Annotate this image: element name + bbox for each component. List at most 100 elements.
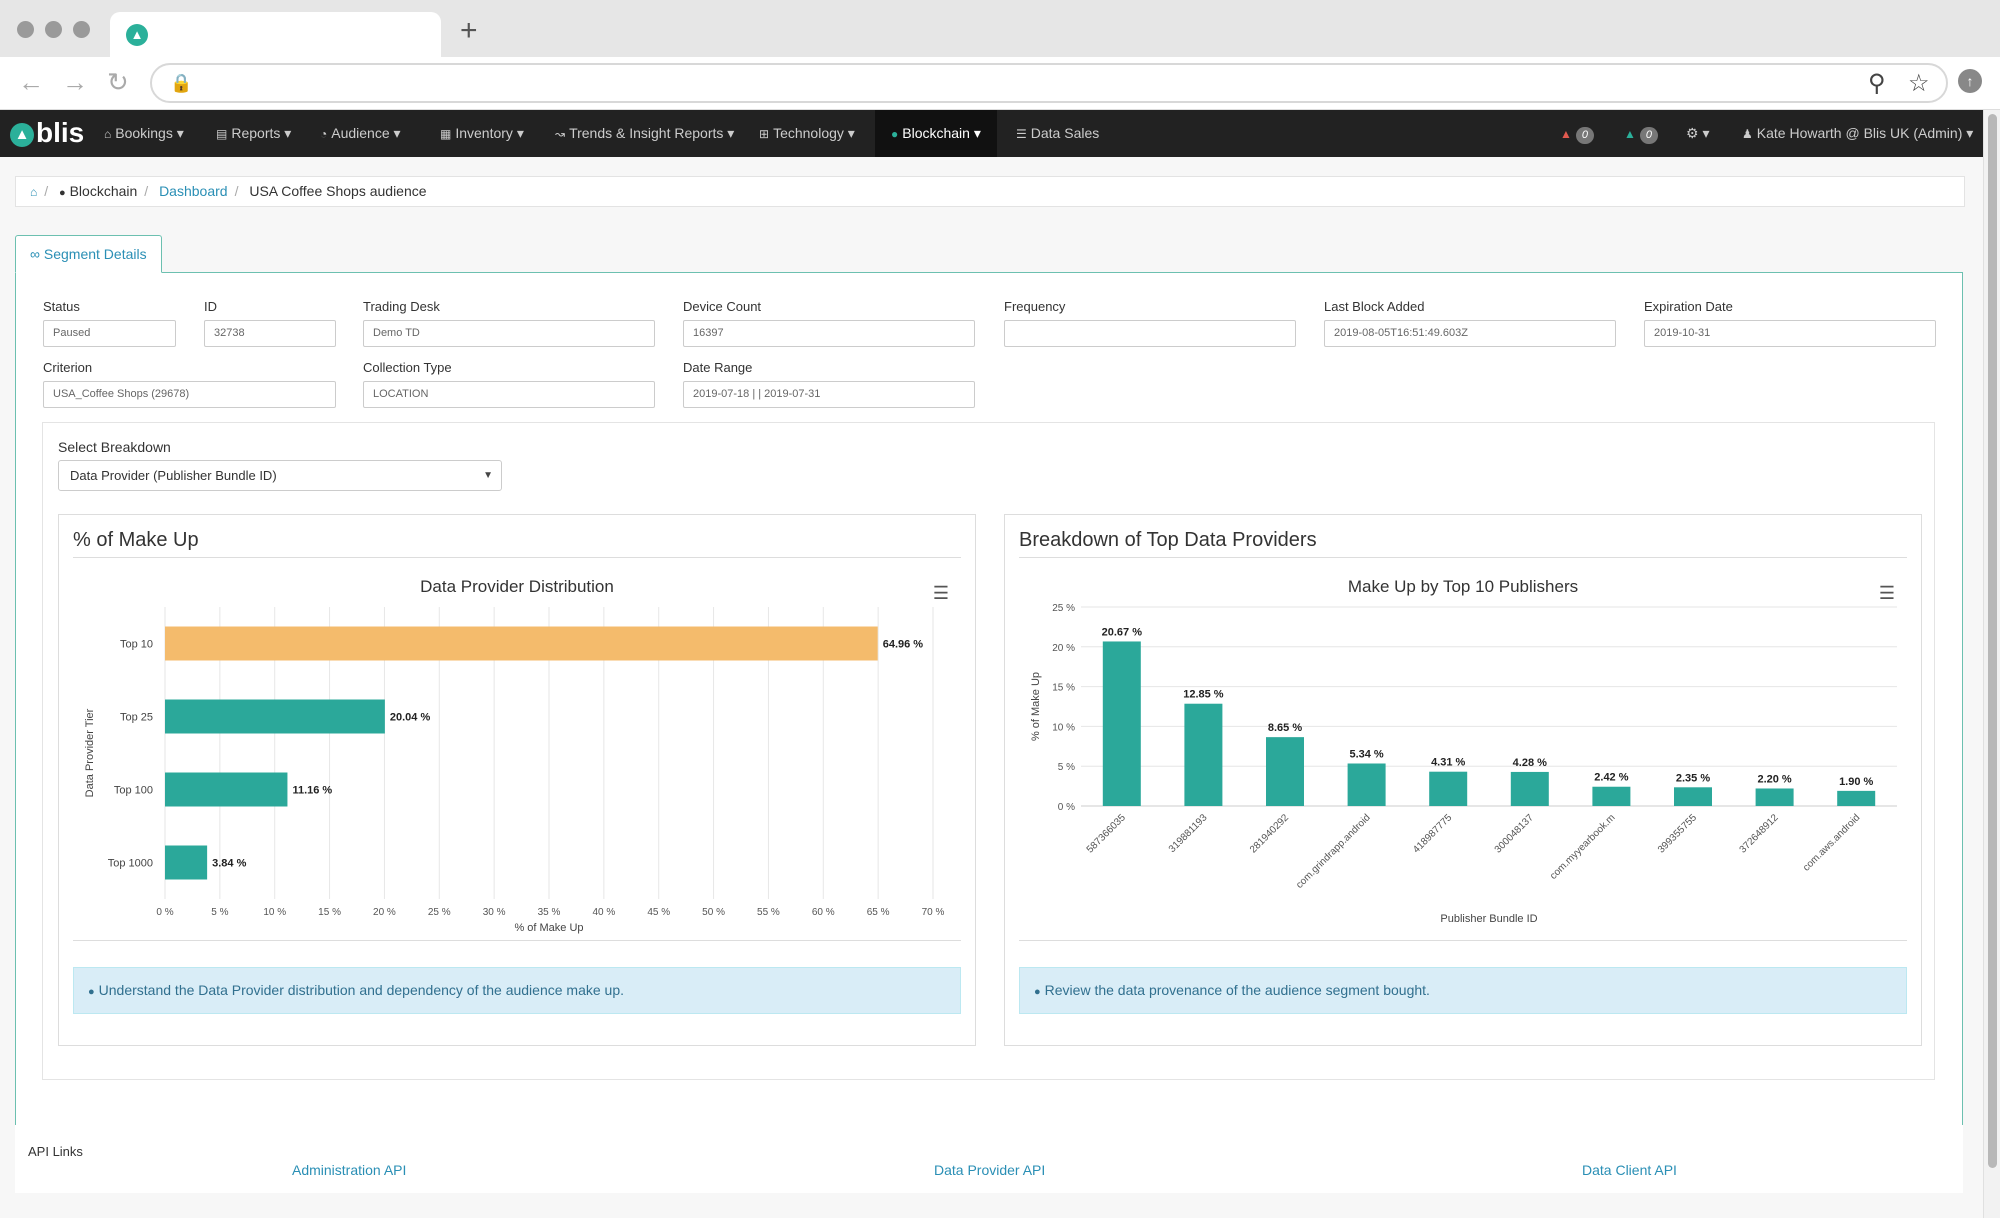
nav-inventory-label: Inventory	[455, 125, 513, 141]
data-label: 64.96 %	[883, 639, 924, 651]
nav-data-sales[interactable]: ☰ Data Sales	[1016, 110, 1099, 157]
user-icon: ♟	[1742, 127, 1753, 141]
breakdown-select[interactable]: Data Provider (Publisher Bundle ID) ▼	[58, 460, 502, 491]
browser-tab[interactable]: ▲	[110, 12, 441, 57]
criterion-field[interactable]: USA_Coffee Shops (29678)	[43, 381, 336, 408]
notification-drop[interactable]: ▲ 0	[1624, 110, 1659, 157]
page-scrollbar[interactable]	[1983, 110, 2000, 1218]
nav-trends[interactable]: ↝ Trends & Insight Reports ▾	[555, 125, 735, 141]
category-label: 399355755	[1656, 812, 1699, 855]
expiration-field[interactable]: 2019-10-31	[1644, 320, 1936, 347]
x-tick-label: 65 %	[867, 907, 890, 918]
scrollbar-thumb[interactable]	[1988, 114, 1997, 1168]
nav-blockchain[interactable]: ● Blockchain ▾	[875, 110, 997, 157]
x-tick-label: 0 %	[156, 907, 173, 918]
x-tick-label: 20 %	[373, 907, 396, 918]
line-chart-icon: ↝	[555, 127, 566, 141]
circle-icon: ●	[891, 127, 899, 141]
home-icon[interactable]: ⌂	[30, 185, 38, 199]
data-label: 20.04 %	[390, 712, 431, 724]
bar	[1184, 703, 1223, 806]
category-label: Top 10	[120, 639, 153, 651]
y-tick-label: 5 %	[1058, 762, 1075, 773]
date-range-field[interactable]: 2019-07-18 | | 2019-07-31	[683, 381, 975, 408]
device-count-field[interactable]: 16397	[683, 320, 975, 347]
breadcrumb-blockchain[interactable]: Blockchain	[69, 183, 138, 199]
last-block-field[interactable]: 2019-08-05T16:51:49.603Z	[1324, 320, 1616, 347]
blis-logo-icon: ▲	[10, 123, 34, 147]
magnifier-icon[interactable]: ⚲	[1868, 70, 1886, 97]
x-tick-label: 70 %	[922, 907, 945, 918]
hamburger-menu-icon[interactable]: ☰	[932, 583, 949, 603]
user-name: Kate Howarth @ Blis UK (Admin)	[1756, 125, 1963, 141]
browser-toolbar: ← → ↻ 🔒 ⚲ ☆ ↑	[0, 57, 2000, 110]
category-label: com.aws.android	[1801, 812, 1862, 873]
make-up-title: % of Make Up	[73, 529, 199, 551]
nav-audience[interactable]: ◔ Audience ▾	[320, 125, 401, 141]
x-axis-title: Publisher Bundle ID	[1440, 913, 1537, 925]
card-divider	[73, 557, 961, 558]
card-divider	[1019, 557, 1907, 558]
nav-technology[interactable]: ⊞ Technology ▾	[759, 125, 855, 141]
x-tick-label: 10 %	[263, 907, 286, 918]
gauge-icon: ◔	[320, 127, 328, 141]
data-label: 5.34 %	[1349, 748, 1383, 760]
category-label: com.grindrapp.android	[1294, 812, 1373, 891]
nav-reports[interactable]: ▤ Reports ▾	[216, 125, 292, 141]
blis-logo[interactable]: ▲ blis	[10, 118, 84, 148]
settings-menu[interactable]: ⚙ ▾	[1686, 125, 1710, 141]
x-tick-label: 50 %	[702, 907, 725, 918]
distribution-info-text: Understand the Data Provider distributio…	[98, 982, 624, 998]
notification-fire[interactable]: ▲ 0	[1560, 110, 1595, 157]
maximize-window-dot[interactable]	[73, 21, 90, 38]
bar	[165, 699, 385, 734]
api-links-heading: API Links	[28, 1144, 83, 1159]
frequency-label: Frequency	[1004, 299, 1066, 314]
x-tick-label: 60 %	[812, 907, 835, 918]
data-label: 8.65 %	[1268, 722, 1302, 734]
address-bar[interactable]: 🔒 ⚲ ☆	[150, 63, 1948, 103]
select-breakdown-label: Select Breakdown	[58, 439, 171, 455]
administration-api-link[interactable]: Administration API	[292, 1162, 407, 1178]
browser-tab-strip: ▲ +	[0, 0, 2000, 57]
star-icon[interactable]: ☆	[1908, 70, 1930, 97]
y-tick-label: 0 %	[1058, 802, 1075, 813]
nav-bookings[interactable]: ⌂ Bookings ▾	[104, 125, 184, 141]
id-label: ID	[204, 299, 217, 314]
back-arrow-icon[interactable]: ←	[18, 67, 44, 97]
bar	[1347, 763, 1386, 806]
minimize-window-dot[interactable]	[45, 21, 62, 38]
nav-inventory[interactable]: ▦ Inventory ▾	[440, 125, 524, 141]
user-menu[interactable]: ♟ Kate Howarth @ Blis UK (Admin) ▾	[1742, 125, 1974, 141]
notification-badge: 0	[1575, 127, 1595, 144]
status-field[interactable]: Paused	[43, 320, 176, 347]
api-links-section: API Links Administration API Data Provid…	[15, 1125, 1963, 1193]
data-client-api-link[interactable]: Data Client API	[1582, 1162, 1677, 1178]
breadcrumb-dashboard[interactable]: Dashboard	[159, 183, 228, 199]
data-provider-api-link[interactable]: Data Provider API	[934, 1162, 1046, 1178]
frequency-field[interactable]	[1004, 320, 1296, 347]
trading-desk-field[interactable]: Demo TD	[363, 320, 655, 347]
date-range-label: Date Range	[683, 360, 753, 375]
forward-arrow-icon[interactable]: →	[62, 67, 88, 97]
tab-segment-details[interactable]: ∞ Segment Details	[15, 235, 162, 273]
data-label: 4.31 %	[1431, 757, 1465, 769]
info-icon: ●	[88, 986, 95, 998]
category-label: 300048137	[1493, 812, 1536, 855]
hamburger-menu-icon[interactable]: ☰	[1878, 583, 1895, 603]
status-label: Status	[43, 299, 80, 314]
bar	[165, 626, 878, 661]
data-label: 2.20 %	[1757, 773, 1791, 785]
id-field[interactable]: 32738	[204, 320, 336, 347]
extension-icon[interactable]: ↑	[1958, 69, 1982, 93]
reload-icon[interactable]: ↻	[107, 67, 129, 97]
collection-type-field[interactable]: LOCATION	[363, 381, 655, 408]
publishers-chart-title: Make Up by Top 10 Publishers	[1347, 577, 1579, 596]
data-label: 2.42 %	[1594, 772, 1628, 784]
new-tab-button[interactable]: +	[460, 14, 478, 47]
collection-type-label: Collection Type	[363, 360, 452, 375]
bar	[1755, 788, 1794, 806]
x-axis-title: % of Make Up	[514, 922, 583, 934]
nav-blockchain-label: Blockchain	[902, 125, 970, 141]
close-window-dot[interactable]	[17, 21, 34, 38]
